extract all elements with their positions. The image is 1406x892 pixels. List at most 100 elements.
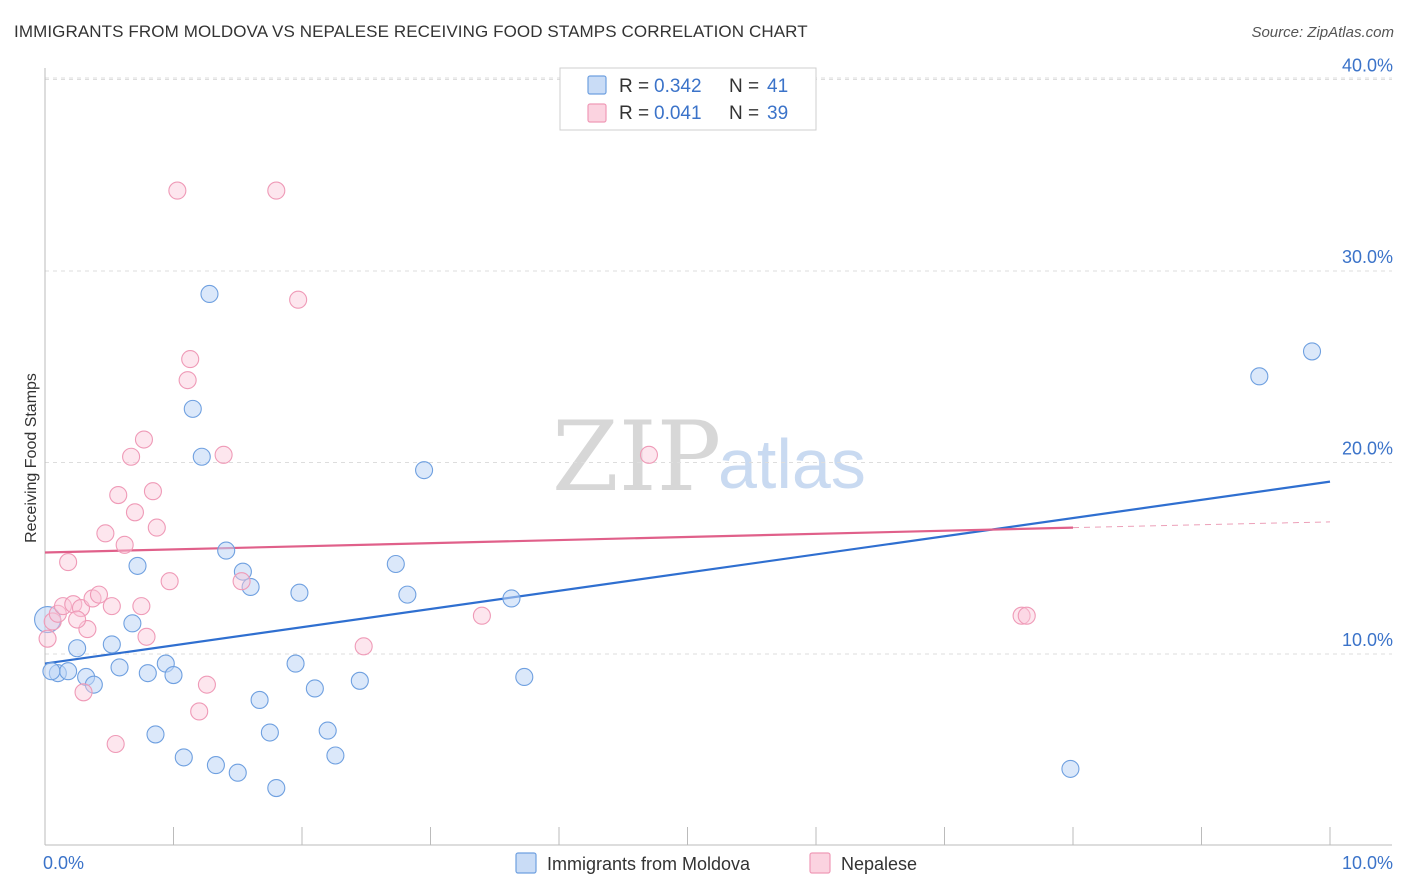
legend-bottom-swatch-nepalese (809, 852, 831, 874)
point-moldova (398, 585, 417, 604)
legend-bottom-label-nepalese: Nepalese (841, 854, 917, 874)
point-nepalese (125, 503, 144, 522)
point-nepalese (289, 290, 308, 309)
legend-top-r-value-2: 0.041 (654, 103, 702, 124)
point-nepalese (267, 181, 286, 200)
watermark-zip: ZIP (552, 401, 721, 513)
point-nepalese (122, 447, 141, 466)
point-moldova (164, 666, 183, 685)
legend-bottom: Immigrants from Moldova Nepalese (515, 852, 917, 874)
legend-bottom-label-moldova: Immigrants from Moldova (547, 854, 751, 874)
point-nepalese (472, 606, 491, 625)
point-moldova (1250, 367, 1269, 386)
point-nepalese (168, 181, 187, 200)
point-moldova (1302, 342, 1322, 361)
point-nepalese (106, 734, 125, 754)
point-nepalese (160, 572, 179, 591)
chart-title: IMMIGRANTS FROM MOLDOVA VS NEPALESE RECE… (14, 22, 808, 41)
y-tick-label: 10.0% (1342, 630, 1393, 650)
point-nepalese (143, 482, 162, 501)
point-moldova (290, 583, 309, 602)
point-nepalese (102, 597, 121, 616)
point-nepalese (132, 597, 151, 616)
source-credit: Source: ZipAtlas.com (1251, 24, 1394, 41)
point-moldova (233, 562, 252, 581)
legend-top: R = 0.342 N = 41 R = 0.041 N = 39 (559, 67, 817, 131)
point-nepalese (137, 627, 156, 646)
point-moldova (110, 658, 129, 677)
x-tick-label-min: 0.0% (43, 853, 84, 873)
watermark-atlas: atlas (718, 425, 866, 503)
point-nepalese (1017, 606, 1036, 625)
point-nepalese (74, 683, 93, 702)
point-moldova (123, 614, 142, 633)
legend-bottom-swatch-moldova (515, 852, 537, 874)
point-moldova (318, 721, 337, 740)
point-moldova (286, 654, 305, 673)
point-nepalese (96, 524, 115, 543)
point-nepalese (178, 371, 197, 390)
point-moldova (59, 662, 78, 681)
point-moldova (206, 756, 225, 775)
point-moldova (260, 723, 279, 742)
trend-lines (44, 480, 1331, 665)
point-moldova (267, 778, 286, 798)
point-moldova (200, 284, 219, 304)
point-nepalese (115, 535, 134, 554)
point-moldova (305, 679, 324, 698)
legend-top-n-value-2: 39 (767, 103, 788, 124)
y-tick-label: 30.0% (1342, 247, 1393, 267)
point-moldova (415, 461, 434, 480)
legend-top-swatch-moldova (587, 75, 607, 95)
point-nepalese (354, 637, 373, 656)
axes: 10.0% 20.0% 30.0% 40.0% 0.0% 10.0% (43, 56, 1393, 874)
legend-top-swatch-nepalese (587, 103, 607, 123)
point-moldova (146, 725, 165, 744)
y-tick-label: 20.0% (1342, 439, 1393, 459)
point-nepalese (59, 553, 78, 572)
point-moldova (228, 763, 247, 782)
legend-top-n-label-2: N = (729, 103, 759, 124)
point-moldova (42, 662, 61, 681)
point-moldova (386, 554, 405, 574)
data-points (34, 181, 1322, 798)
point-nepalese (109, 486, 128, 505)
point-nepalese (68, 610, 87, 629)
point-nepalese (134, 430, 153, 449)
point-nepalese (147, 518, 166, 537)
point-nepalese (190, 702, 209, 721)
legend-top-r-value-1: 0.342 (654, 76, 702, 97)
point-nepalese (214, 445, 233, 464)
point-moldova (174, 748, 193, 767)
point-nepalese (38, 629, 57, 648)
trend-line-nepalese (44, 526, 1074, 554)
point-moldova (326, 746, 345, 765)
trend-line-nepalese-extension (1072, 521, 1331, 529)
point-moldova (241, 577, 260, 597)
point-moldova (250, 690, 269, 710)
legend-top-n-label-1: N = (729, 76, 759, 97)
point-moldova (350, 671, 369, 690)
point-nepalese (181, 350, 200, 369)
point-moldova (138, 664, 157, 683)
point-nepalese (89, 585, 109, 604)
point-nepalese (639, 445, 659, 464)
point-moldova (515, 667, 534, 687)
legend-top-r-label-1: R = (619, 76, 649, 97)
point-moldova (128, 556, 147, 575)
x-tick-label-max: 10.0% (1342, 853, 1393, 873)
point-moldova (502, 589, 521, 608)
legend-top-r-label-2: R = (619, 103, 649, 124)
y-tick-label: 40.0% (1342, 56, 1393, 76)
point-moldova (183, 399, 202, 418)
point-nepalese (232, 572, 251, 591)
point-moldova (1061, 759, 1080, 778)
point-nepalese (197, 675, 216, 694)
point-moldova (217, 541, 236, 560)
y-axis-label: Receiving Food Stamps (23, 373, 40, 543)
trend-line-moldova (44, 480, 1331, 665)
point-nepalese (1012, 606, 1031, 625)
legend-top-n-value-1: 41 (767, 76, 788, 97)
point-moldova (68, 639, 87, 658)
